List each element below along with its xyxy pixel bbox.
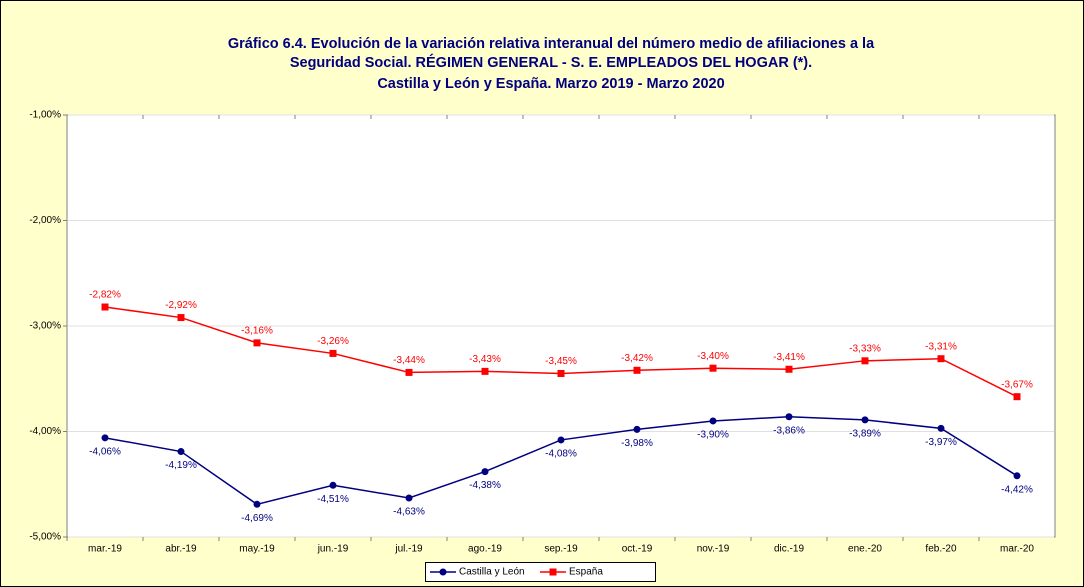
x-tick-label: may.-19 (239, 544, 275, 555)
data-point (785, 413, 793, 421)
x-tick-label: ago.-19 (468, 544, 502, 555)
data-label: -4,51% (317, 494, 349, 505)
x-tick-label: nov.-19 (697, 544, 730, 555)
data-point (481, 367, 489, 375)
data-point (709, 364, 717, 372)
x-tick-label: mar.-20 (1000, 544, 1034, 555)
data-point (253, 500, 261, 508)
chart-title: Seguridad Social. RÉGIMEN GENERAL - S. E… (290, 54, 812, 71)
data-label: -3,33% (849, 343, 881, 354)
data-label: -4,69% (241, 513, 273, 524)
data-label: -3,86% (773, 425, 805, 436)
data-point (861, 357, 869, 365)
data-label: -3,43% (469, 354, 501, 365)
data-label: -3,98% (621, 438, 653, 449)
y-tick-label: -2,00% (29, 215, 61, 226)
data-label: -4,63% (393, 507, 425, 518)
data-point (557, 436, 565, 444)
chart-title: Castilla y León y España. Marzo 2019 - M… (377, 76, 724, 92)
data-label: -3,97% (925, 437, 957, 448)
data-label: -4,08% (545, 449, 577, 460)
x-tick-label: oct.-19 (622, 544, 653, 555)
data-point (937, 424, 945, 432)
data-label: -3,42% (621, 353, 653, 364)
data-point (329, 349, 337, 357)
data-point (405, 494, 413, 502)
data-point (177, 448, 185, 456)
data-label: -3,44% (393, 355, 425, 366)
data-point (1013, 472, 1021, 480)
data-label: -3,41% (773, 352, 805, 363)
data-point (633, 366, 641, 374)
data-label: -4,42% (1001, 484, 1033, 495)
data-point (937, 355, 945, 363)
data-point (405, 368, 413, 376)
data-label: -3,67% (1001, 379, 1033, 390)
data-point (633, 425, 641, 433)
data-point (1013, 393, 1021, 401)
legend-label: Castilla y León (459, 567, 525, 578)
x-tick-label: feb.-20 (925, 544, 957, 555)
legend-marker (439, 568, 447, 576)
x-tick-label: jul.-19 (394, 544, 423, 555)
y-tick-label: -4,00% (29, 426, 61, 437)
data-point (861, 416, 869, 424)
data-label: -3,31% (925, 341, 957, 352)
data-label: -2,82% (89, 290, 121, 301)
data-point (709, 417, 717, 425)
data-label: -3,45% (545, 356, 577, 367)
y-tick-label: -1,00% (29, 110, 61, 121)
data-point (177, 314, 185, 322)
data-label: -3,89% (849, 429, 881, 440)
data-point (481, 468, 489, 476)
data-point (785, 365, 793, 373)
data-point (101, 303, 109, 311)
data-point (329, 481, 337, 489)
data-label: -3,16% (241, 326, 273, 337)
data-point (557, 369, 565, 377)
data-point (101, 434, 109, 442)
x-tick-label: mar.-19 (88, 544, 122, 555)
data-label: -4,19% (165, 460, 197, 471)
y-tick-label: -5,00% (29, 532, 61, 543)
data-label: -4,06% (89, 446, 121, 457)
x-tick-label: sep.-19 (544, 544, 578, 555)
legend-label: España (569, 567, 603, 578)
data-label: -3,26% (317, 336, 349, 347)
x-tick-label: jun.-19 (317, 544, 349, 555)
data-point (253, 339, 261, 347)
x-tick-label: abr.-19 (165, 544, 197, 555)
x-tick-label: ene.-20 (848, 544, 882, 555)
data-label: -3,40% (697, 351, 729, 362)
x-tick-label: dic.-19 (774, 544, 804, 555)
chart-title: Gráfico 6.4. Evolución de la variación r… (228, 36, 875, 52)
data-label: -2,92% (165, 300, 197, 311)
y-tick-label: -3,00% (29, 321, 61, 332)
data-label: -4,38% (469, 480, 501, 491)
data-label: -3,90% (697, 430, 729, 441)
legend-marker (549, 568, 557, 576)
